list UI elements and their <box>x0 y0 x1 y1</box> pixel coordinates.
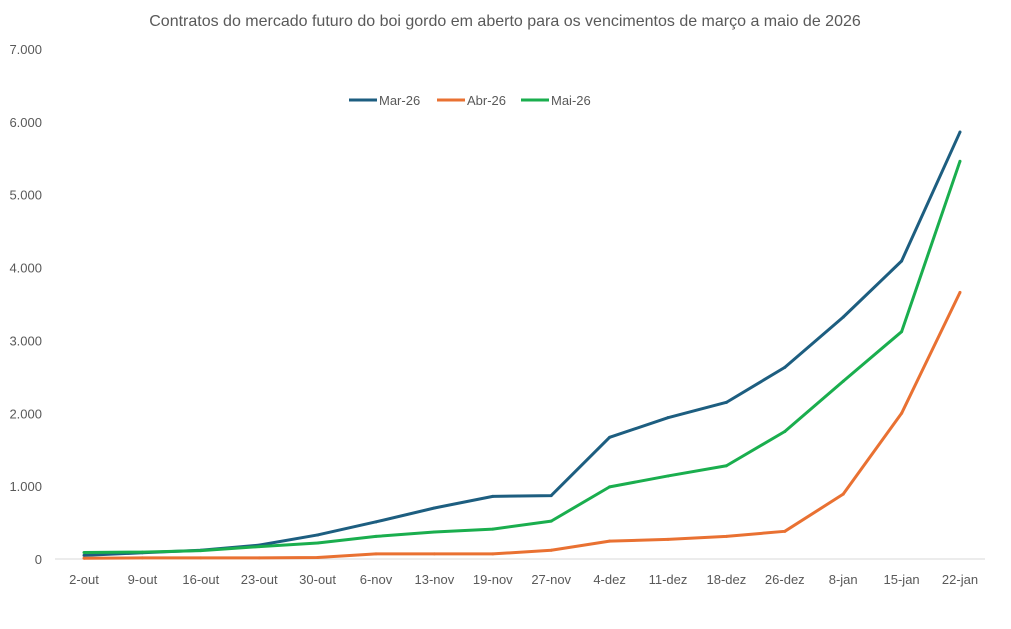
y-tick-label: 6.000 <box>9 115 42 130</box>
series-line-mar-26 <box>83 131 962 557</box>
data-point <box>958 159 962 163</box>
data-point <box>841 379 845 383</box>
x-tick-label: 15-jan <box>884 572 920 587</box>
legend-label: Abr-26 <box>467 93 506 108</box>
data-point <box>724 534 728 538</box>
x-tick-label: 19-nov <box>473 572 513 587</box>
x-tick-label: 18-dez <box>707 572 747 587</box>
legend-label: Mai-26 <box>551 93 591 108</box>
data-point <box>958 130 962 134</box>
data-point <box>841 315 845 319</box>
y-tick-label: 5.000 <box>9 188 42 203</box>
data-point <box>666 416 670 420</box>
data-point <box>724 400 728 404</box>
data-point <box>199 556 203 560</box>
legend-label: Mar-26 <box>379 93 420 108</box>
data-point <box>491 527 495 531</box>
data-point <box>432 530 436 534</box>
data-point <box>82 553 86 557</box>
data-point <box>900 259 904 263</box>
data-point <box>432 552 436 556</box>
x-tick-label: 8-jan <box>829 572 858 587</box>
x-tick-label: 13-nov <box>415 572 455 587</box>
data-point <box>140 556 144 560</box>
chart-title: Contratos do mercado futuro do boi gordo… <box>149 13 861 30</box>
data-point <box>783 430 787 433</box>
data-point <box>783 365 787 369</box>
y-tick-label: 7.000 <box>9 42 42 57</box>
data-point <box>549 494 553 498</box>
y-tick-label: 2.000 <box>9 406 42 421</box>
data-point <box>608 539 612 543</box>
data-point <box>841 492 845 496</box>
data-point <box>608 435 612 439</box>
x-tick-label: 16-out <box>182 572 219 587</box>
data-point <box>783 529 787 533</box>
data-point <box>608 485 612 489</box>
data-point <box>257 556 261 560</box>
data-point <box>316 541 320 545</box>
data-point <box>432 506 436 510</box>
x-tick-label: 26-dez <box>765 572 805 587</box>
x-tick-label: 23-out <box>241 572 278 587</box>
x-tick-label: 4-dez <box>593 572 626 587</box>
data-point <box>316 556 320 560</box>
data-point <box>549 519 553 523</box>
data-point <box>900 330 904 334</box>
data-point <box>900 411 904 415</box>
x-tick-label: 22-jan <box>942 572 978 587</box>
data-point <box>666 474 670 478</box>
x-tick-label: 30-out <box>299 572 336 587</box>
y-tick-label: 4.000 <box>9 261 42 276</box>
x-tick-label: 2-out <box>69 572 99 587</box>
x-tick-label: 11-dez <box>649 572 688 587</box>
series-line-mai-26 <box>83 160 962 554</box>
x-tick-label: 27-nov <box>531 572 571 587</box>
data-point <box>549 548 553 552</box>
x-tick-label: 6-nov <box>360 572 393 587</box>
data-point <box>82 556 86 560</box>
data-point <box>199 549 203 553</box>
data-point <box>140 550 144 554</box>
y-tick-label: 3.000 <box>9 333 42 348</box>
data-point <box>958 290 962 294</box>
data-point <box>374 534 378 538</box>
data-point <box>374 552 378 556</box>
data-point <box>316 533 320 537</box>
data-point <box>491 494 495 498</box>
y-tick-label: 0 <box>35 552 42 567</box>
y-tick-label: 1.000 <box>9 479 42 494</box>
series-line-abr-26 <box>83 291 962 560</box>
data-point <box>257 545 261 549</box>
data-point <box>491 552 495 556</box>
x-tick-label: 9-out <box>128 572 158 587</box>
data-point <box>724 464 728 468</box>
data-point <box>374 520 378 524</box>
data-point <box>82 550 86 554</box>
data-point <box>666 537 670 541</box>
